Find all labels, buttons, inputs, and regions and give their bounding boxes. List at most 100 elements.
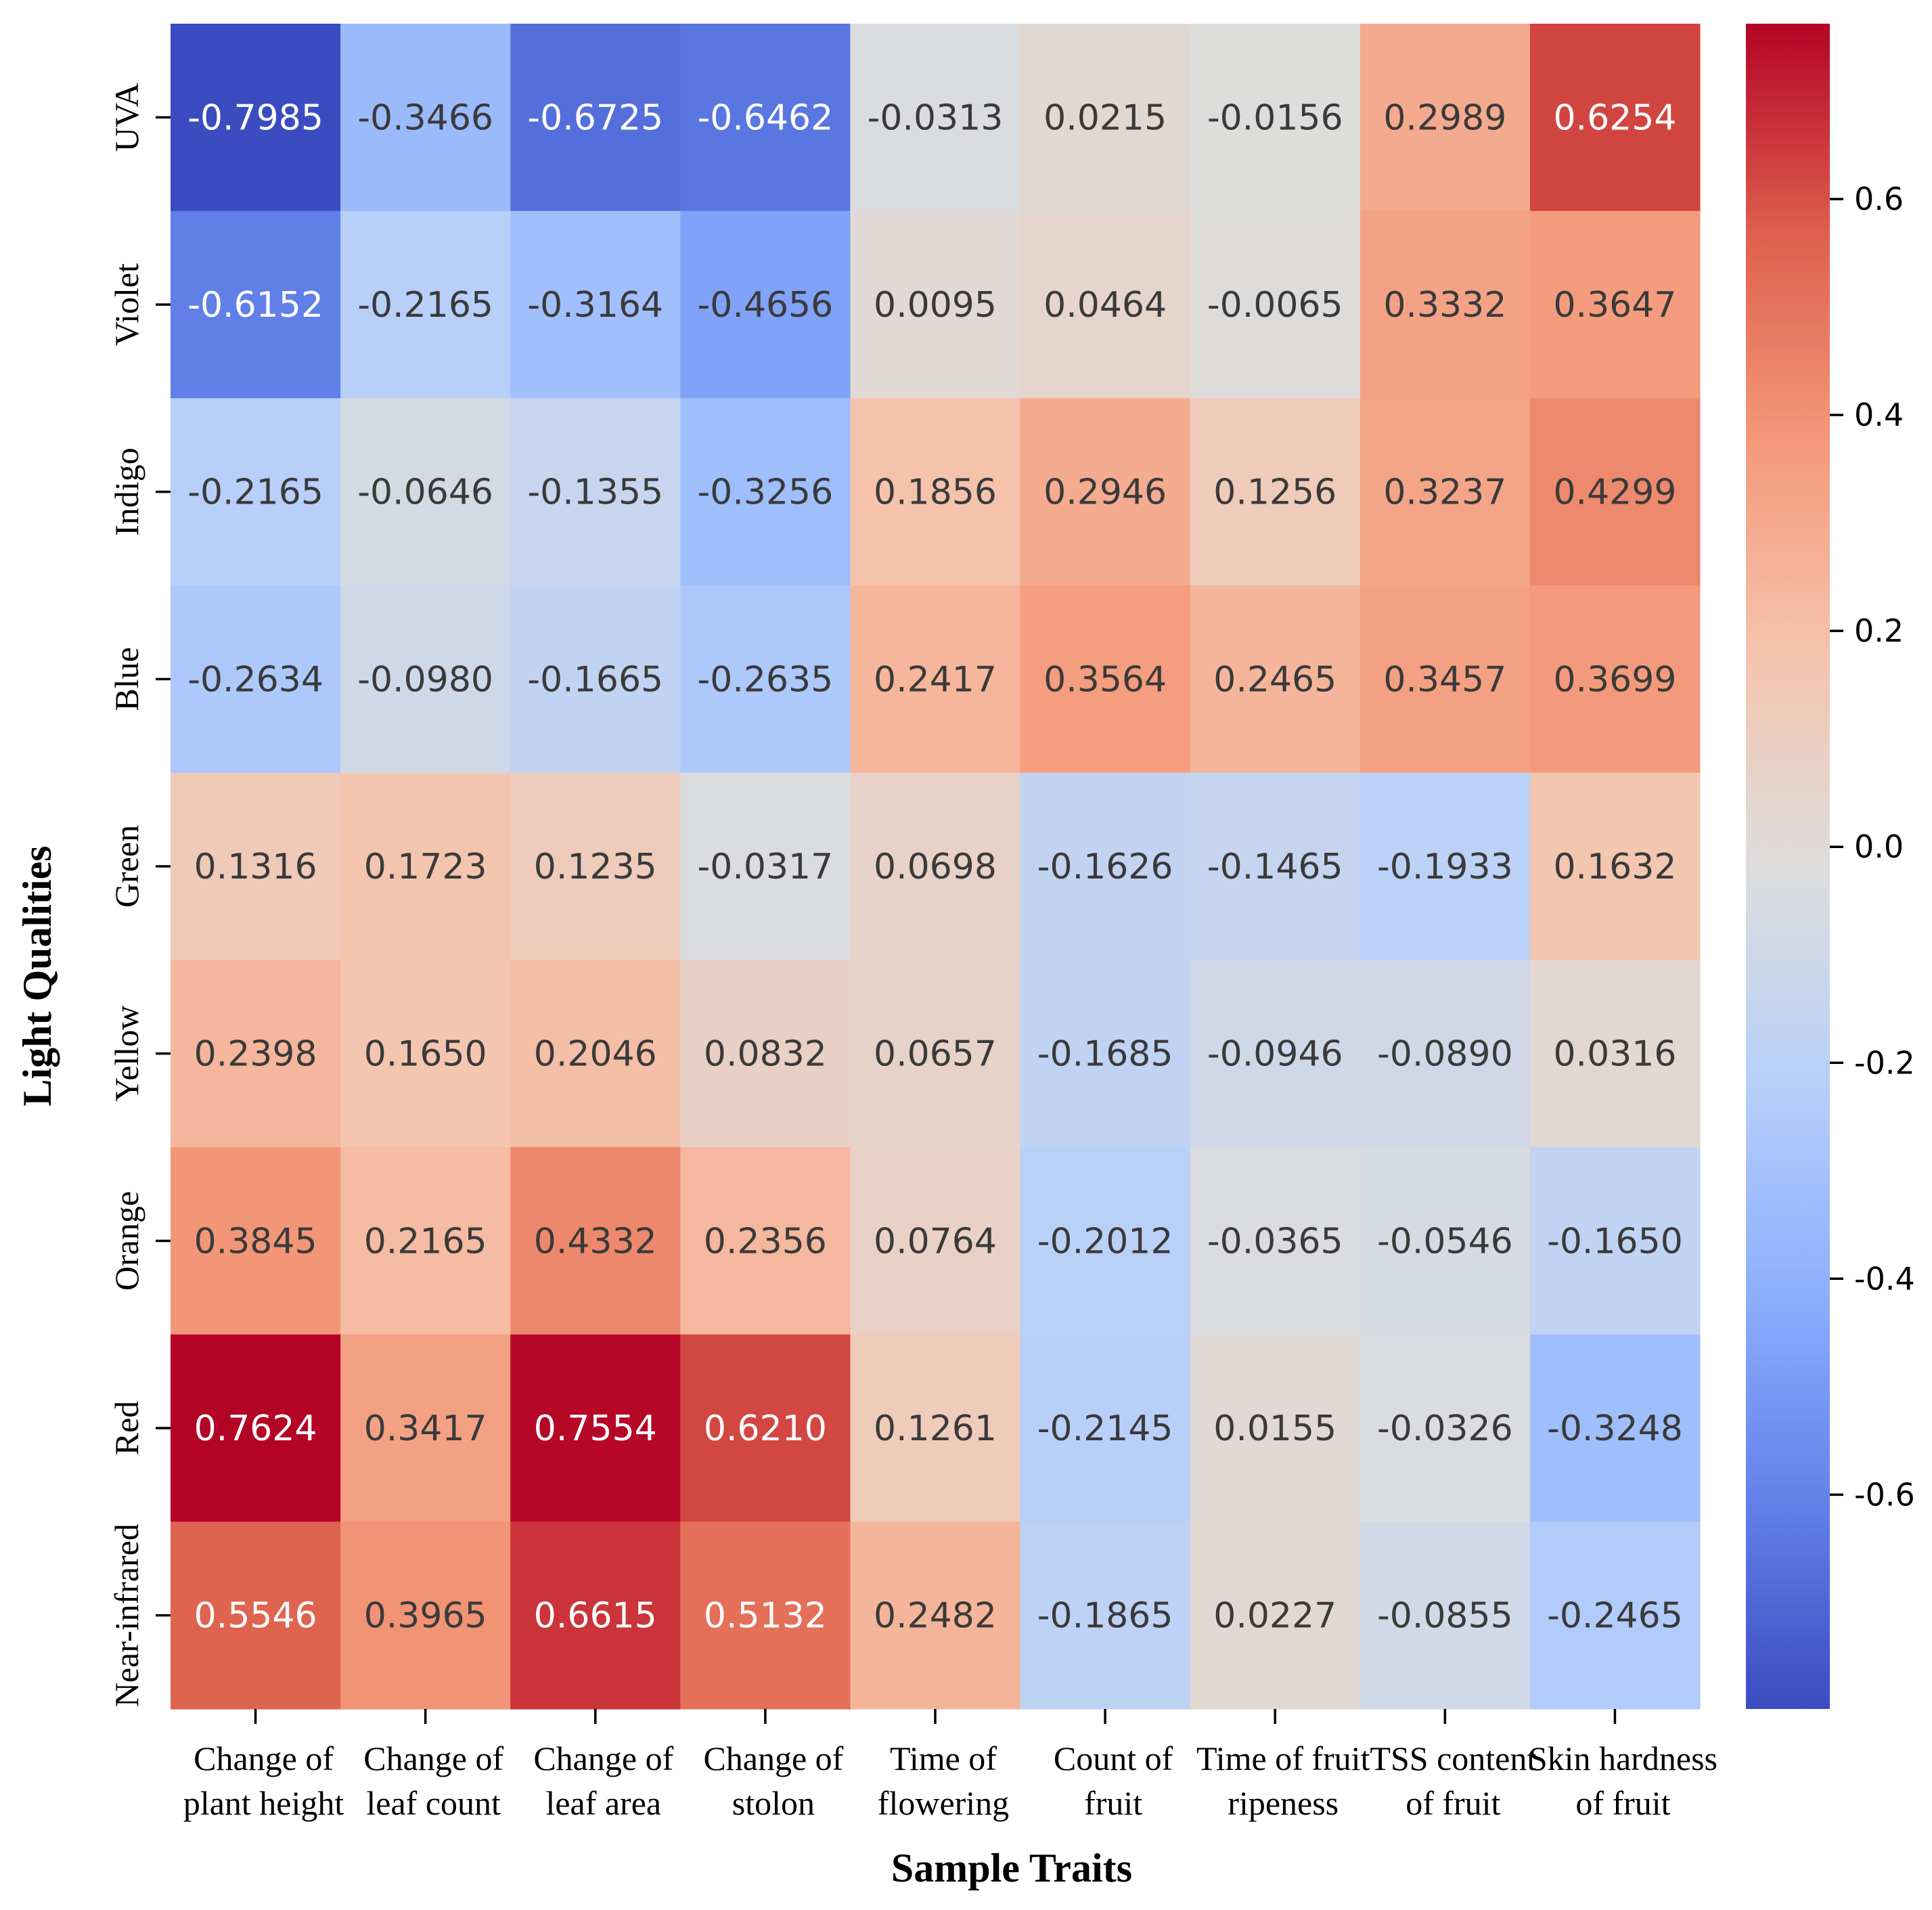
heatmap-cell bbox=[340, 1147, 511, 1335]
heatmap-cell bbox=[680, 210, 851, 399]
x-tick-label-line: Change of bbox=[363, 1739, 503, 1777]
heatmap-cell-label: 0.0215 bbox=[1043, 97, 1167, 138]
heatmap-cell bbox=[510, 1522, 681, 1710]
x-tick-label-line: of fruit bbox=[1575, 1784, 1670, 1822]
heatmap-cell bbox=[340, 210, 511, 399]
heatmap-cell-label: -0.1355 bbox=[527, 472, 663, 513]
heatmap-cell bbox=[1529, 210, 1701, 399]
heatmap-cell-label: -0.2012 bbox=[1037, 1221, 1173, 1262]
heatmap-cell bbox=[340, 1522, 511, 1710]
heatmap-cell-label: -0.0946 bbox=[1207, 1034, 1343, 1075]
heatmap-cell-label: 0.1632 bbox=[1553, 847, 1676, 887]
heatmap-cell-label: 0.4332 bbox=[534, 1221, 657, 1262]
x-tick-label-line: leaf count bbox=[366, 1784, 501, 1822]
heatmap-cell-label: 0.1650 bbox=[364, 1034, 487, 1075]
heatmap-cell bbox=[680, 772, 851, 960]
heatmap-cell bbox=[1190, 210, 1361, 399]
heatmap-cell-label: 0.2482 bbox=[874, 1596, 997, 1637]
heatmap-cell-label: 0.2398 bbox=[194, 1034, 317, 1075]
heatmap-cell bbox=[171, 24, 341, 212]
heatmap-cell bbox=[680, 1522, 851, 1710]
heatmap-cell bbox=[850, 24, 1021, 212]
heatmap-cell-label: 0.0464 bbox=[1043, 285, 1167, 326]
heatmap-cell bbox=[1190, 398, 1361, 586]
heatmap-cell-label: -0.2145 bbox=[1037, 1408, 1173, 1449]
heatmap-cell-label: -0.0890 bbox=[1377, 1034, 1513, 1075]
heatmap-cell bbox=[680, 585, 851, 774]
heatmap-cell bbox=[1529, 772, 1701, 960]
heatmap-cell bbox=[1529, 960, 1701, 1148]
heatmap-cell bbox=[1020, 24, 1191, 212]
heatmap-cell bbox=[1190, 960, 1361, 1148]
heatmap-cell-label: -0.3256 bbox=[698, 472, 834, 513]
heatmap-cell-label: 0.6210 bbox=[704, 1408, 827, 1449]
heatmap-cell-label: -0.1626 bbox=[1037, 847, 1173, 887]
heatmap-cell-label: 0.7624 bbox=[194, 1408, 317, 1449]
heatmap-cell bbox=[1360, 1334, 1531, 1522]
heatmap-cell bbox=[510, 585, 681, 774]
colorbar-gradient bbox=[1746, 24, 1830, 1709]
heatmap-cell bbox=[680, 960, 851, 1148]
x-tick-label: Change of plant height bbox=[183, 1739, 344, 1822]
y-tick-label: Violet bbox=[108, 263, 145, 346]
heatmap-cell bbox=[171, 210, 341, 399]
heatmap-cell-label: -0.3248 bbox=[1547, 1408, 1683, 1449]
colorbar-tick-label: 0.4 bbox=[1854, 397, 1904, 433]
heatmap-cell bbox=[1529, 1334, 1701, 1522]
heatmap-cell-label: 0.0657 bbox=[874, 1034, 997, 1075]
heatmap-cell-label: -0.0326 bbox=[1377, 1408, 1513, 1449]
heatmap-cell bbox=[850, 1147, 1021, 1335]
x-axis: Change of plant height Change of leaf count… bbox=[183, 1709, 1717, 1822]
heatmap-cell bbox=[1020, 585, 1191, 774]
heatmap-cell bbox=[1360, 210, 1531, 399]
heatmap-cell bbox=[1360, 772, 1531, 960]
y-tick-label: Green bbox=[108, 825, 145, 908]
heatmap-cell bbox=[1529, 585, 1701, 774]
heatmap-cell-label: 0.0155 bbox=[1213, 1408, 1336, 1449]
heatmap-cell-label: 0.5132 bbox=[704, 1596, 827, 1637]
heatmap-cell-label: -0.7985 bbox=[187, 97, 323, 138]
x-tick-label-line: stolon bbox=[732, 1784, 815, 1822]
heatmap-cell bbox=[340, 398, 511, 586]
heatmap-cell-label: -0.1650 bbox=[1547, 1221, 1683, 1262]
heatmap-cell-label: 0.3699 bbox=[1553, 659, 1676, 700]
heatmap-cell-label: -0.2165 bbox=[357, 285, 493, 326]
heatmap-cell-label: -0.1933 bbox=[1377, 847, 1513, 887]
heatmap-cell bbox=[340, 772, 511, 960]
colorbar-tick-label: -0.2 bbox=[1854, 1044, 1915, 1081]
heatmap-cells bbox=[171, 24, 1701, 1710]
heatmap-cell bbox=[1020, 772, 1191, 960]
x-tick-label-line: Change of bbox=[703, 1739, 843, 1777]
colorbar-tick-label: 0.6 bbox=[1854, 181, 1904, 217]
heatmap-cell-label: -0.6462 bbox=[698, 97, 834, 138]
heatmap-cell bbox=[1529, 1147, 1701, 1335]
heatmap-cell-label: 0.0832 bbox=[704, 1034, 827, 1075]
x-tick-label: Change of leaf count bbox=[363, 1739, 503, 1822]
heatmap-cell-label: -0.3466 bbox=[357, 97, 493, 138]
heatmap-cell bbox=[850, 585, 1021, 774]
heatmap-cell-label: -0.0546 bbox=[1377, 1221, 1513, 1262]
y-tick-label: UVA bbox=[108, 83, 145, 152]
heatmap-cell bbox=[340, 960, 511, 1148]
colorbar-tick-label: -0.4 bbox=[1854, 1260, 1915, 1297]
x-tick-label: Time of fruit ripeness bbox=[1196, 1739, 1370, 1822]
heatmap-cell bbox=[510, 1147, 681, 1335]
y-tick-label: Red bbox=[108, 1401, 145, 1456]
heatmap-cell bbox=[850, 772, 1021, 960]
heatmap-cell bbox=[1190, 1522, 1361, 1710]
heatmap-cell bbox=[1020, 398, 1191, 586]
heatmap-cell bbox=[1190, 585, 1361, 774]
heatmap-cell-label: 0.0698 bbox=[874, 847, 997, 887]
heatmap-cell bbox=[680, 398, 851, 586]
y-tick-label: Orange bbox=[108, 1191, 145, 1291]
x-tick-label: Skin hardness of fruit bbox=[1529, 1739, 1717, 1822]
heatmap-cell bbox=[171, 960, 341, 1148]
heatmap-cell-label: -0.4656 bbox=[698, 285, 834, 326]
heatmap-cell-label: 0.0095 bbox=[874, 285, 997, 326]
x-tick-label-line: flowering bbox=[878, 1784, 1009, 1822]
y-tick-label: Near-infrared bbox=[108, 1524, 145, 1707]
y-tick-label: Indigo bbox=[108, 447, 145, 536]
heatmap-cell-label: 0.7554 bbox=[534, 1408, 657, 1449]
heatmap-cell-label: 0.1261 bbox=[874, 1408, 997, 1449]
heatmap-cell bbox=[1190, 1334, 1361, 1522]
